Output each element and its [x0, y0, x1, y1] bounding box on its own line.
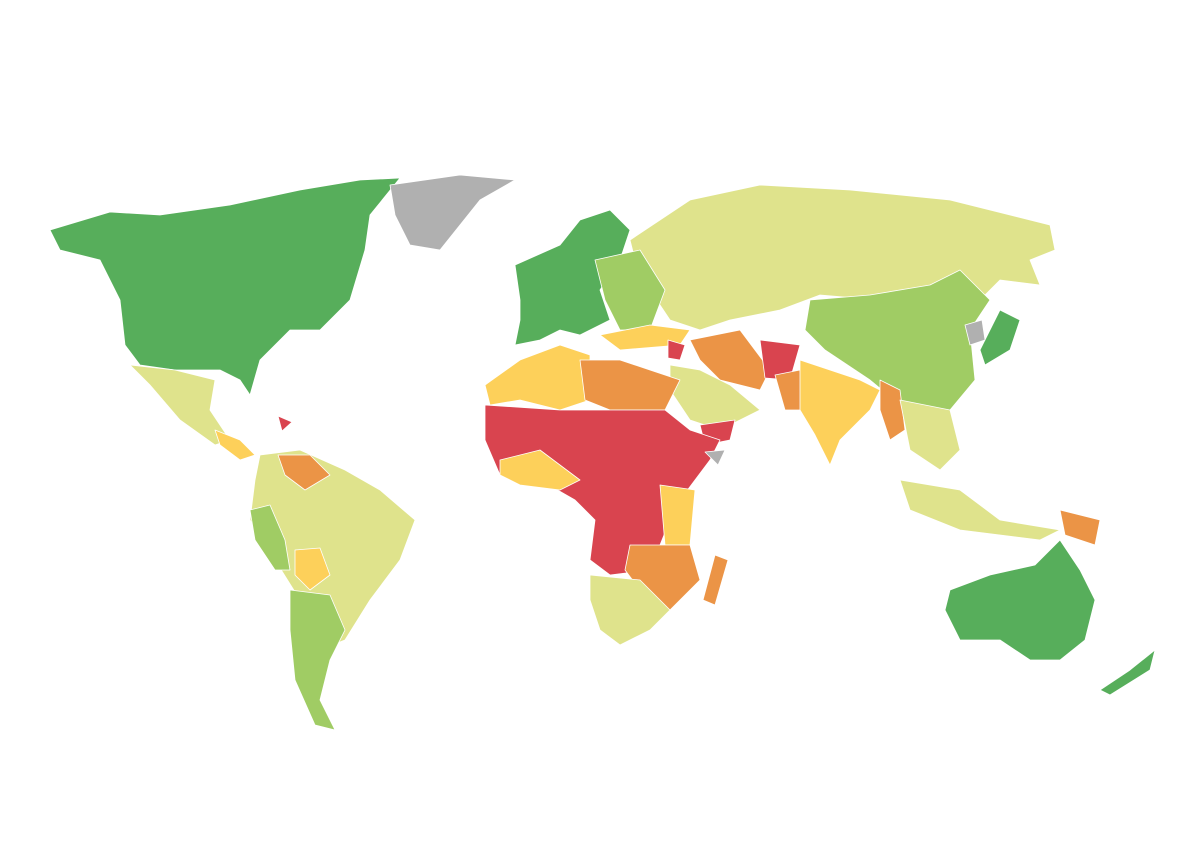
region	[277, 415, 293, 432]
region	[899, 479, 1061, 541]
region	[277, 454, 331, 491]
region	[294, 547, 331, 591]
region	[579, 359, 681, 411]
region	[589, 574, 671, 646]
region	[1099, 649, 1156, 696]
region	[599, 324, 691, 351]
region	[499, 449, 581, 491]
region	[214, 429, 256, 461]
region	[704, 449, 726, 466]
region	[249, 504, 291, 571]
region	[1059, 509, 1101, 546]
region	[669, 364, 761, 431]
region	[484, 344, 591, 411]
region	[689, 329, 771, 391]
region	[702, 554, 729, 606]
region	[964, 319, 986, 346]
region	[514, 209, 631, 346]
region	[944, 539, 1096, 661]
region	[979, 309, 1021, 366]
region	[289, 589, 346, 731]
region	[799, 359, 881, 466]
region	[899, 399, 961, 471]
region	[389, 174, 516, 251]
region	[879, 379, 906, 441]
region	[659, 484, 696, 546]
region	[129, 364, 231, 446]
region	[804, 269, 991, 411]
region	[667, 339, 686, 361]
region	[49, 177, 401, 396]
